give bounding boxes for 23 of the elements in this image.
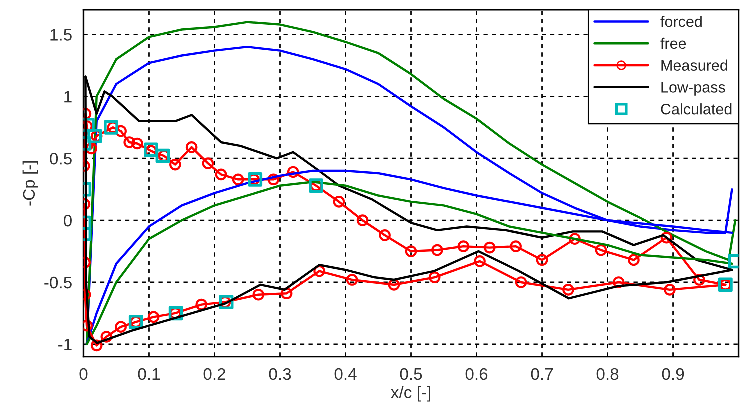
x-axis-title: x/c [-]: [391, 386, 430, 402]
x-tick-label: 0: [80, 368, 88, 380]
y-tick-label: 1: [64, 91, 72, 103]
legend-label: Measured: [662, 60, 728, 72]
x-tick-label: 0.6: [466, 368, 488, 380]
y-axis-title: -Cp [-]: [22, 161, 38, 206]
x-tick-label: 0.5: [400, 368, 422, 380]
x-tick-label: 0.3: [269, 368, 292, 380]
y-tick-label: 1.5: [50, 29, 72, 41]
x-tick-label: 0.7: [531, 368, 554, 380]
legend-label: forced: [660, 16, 702, 28]
x-tick-label: 0.8: [596, 368, 619, 380]
x-tick-label: 0.2: [204, 368, 226, 380]
x-tick-label: 0.1: [138, 368, 160, 380]
legend-label: free: [660, 38, 686, 50]
y-tick-label: -1: [58, 339, 72, 350]
x-tick-label: 0.4: [334, 368, 357, 380]
x-tick-label: 0.9: [662, 368, 684, 380]
y-tick-label: 0.5: [50, 152, 72, 165]
legend-label: Low-pass: [662, 82, 726, 96]
y-tick-label: 0: [64, 214, 72, 227]
legend-label: Calculated: [661, 104, 732, 115]
y-tick-label: -0.5: [44, 276, 72, 289]
